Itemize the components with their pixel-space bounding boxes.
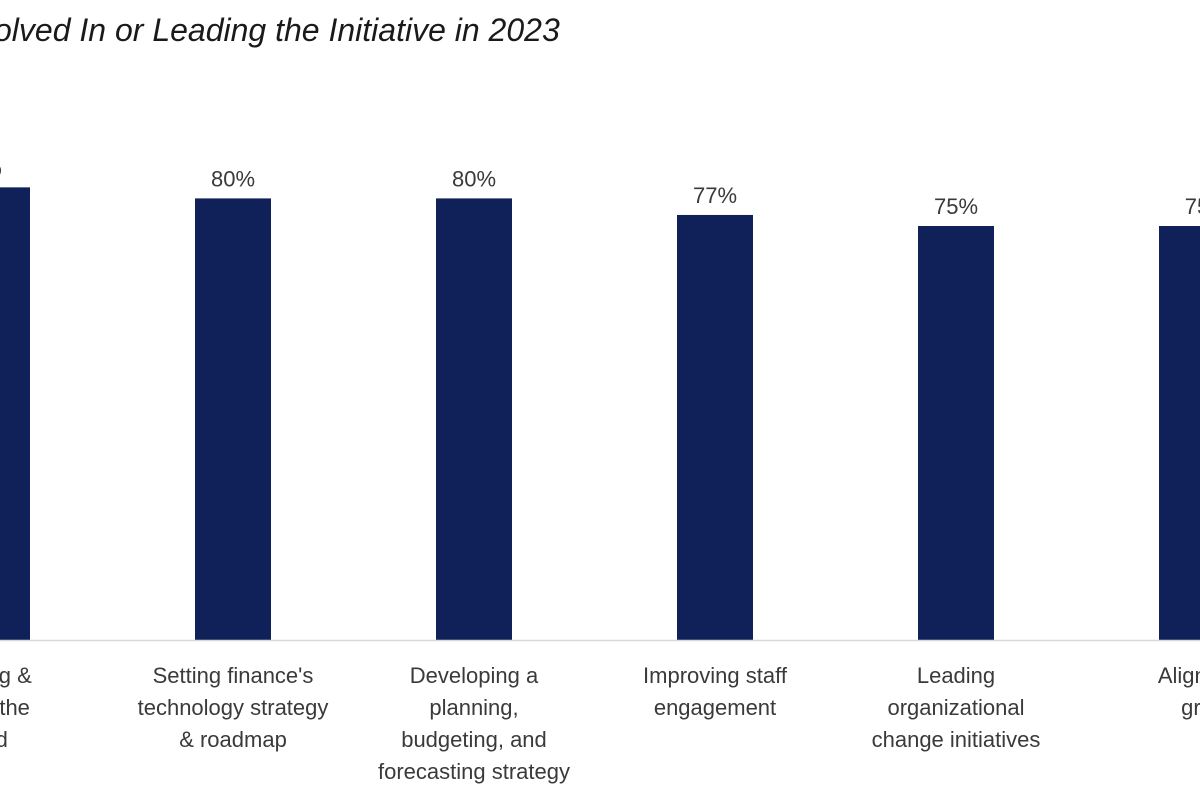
category-label-4-line-2: change initiatives	[872, 727, 1041, 752]
category-label-1-line-0: Setting finance's	[153, 663, 314, 688]
category-label-2-line-3: forecasting strategy	[378, 759, 570, 784]
category-label-3-line-0: Improving staff	[643, 663, 788, 688]
bar-5	[1159, 226, 1200, 640]
category-label-2-line-2: budgeting, and	[401, 727, 547, 752]
category-label-3-line-1: engagement	[654, 695, 776, 720]
bar-3	[677, 214, 753, 640]
bars-layer	[0, 187, 1200, 641]
value-labels-layer: % 80% 80% 77% 75% 75	[0, 155, 1200, 219]
category-label-5-line-0: Aligning	[1158, 663, 1200, 688]
category-label-4-line-1: organizational	[888, 695, 1025, 720]
category-label-2-line-0: Developing a	[410, 663, 539, 688]
category-label-1-line-1: technology strategy	[138, 695, 329, 720]
category-label-5-line-1: gro	[1181, 695, 1200, 720]
category-label-1-line-2: & roadmap	[179, 727, 287, 752]
value-label-4: 75%	[934, 194, 978, 219]
value-label-5: 75	[1185, 194, 1200, 219]
bar-4	[918, 226, 994, 640]
category-labels-layer: cating & with the ard Setting finance's tech…	[0, 663, 1200, 784]
category-label-2-line-1: planning,	[429, 695, 518, 720]
category-label-4-line-0: Leading	[917, 663, 995, 688]
category-label-0-line-2: ard	[0, 727, 8, 752]
chart-title: volved In or Leading the Initiative in 2…	[0, 12, 560, 48]
value-label-1: 80%	[211, 166, 255, 191]
value-label-2: 80%	[452, 166, 496, 191]
category-label-0-line-1: with the	[0, 695, 30, 720]
value-label-3: 77%	[693, 183, 737, 208]
bar-1	[195, 198, 271, 640]
value-label-0: %	[0, 155, 2, 180]
bar-2	[436, 198, 512, 640]
bar-0	[0, 187, 30, 641]
category-label-0-line-0: cating &	[0, 663, 32, 688]
